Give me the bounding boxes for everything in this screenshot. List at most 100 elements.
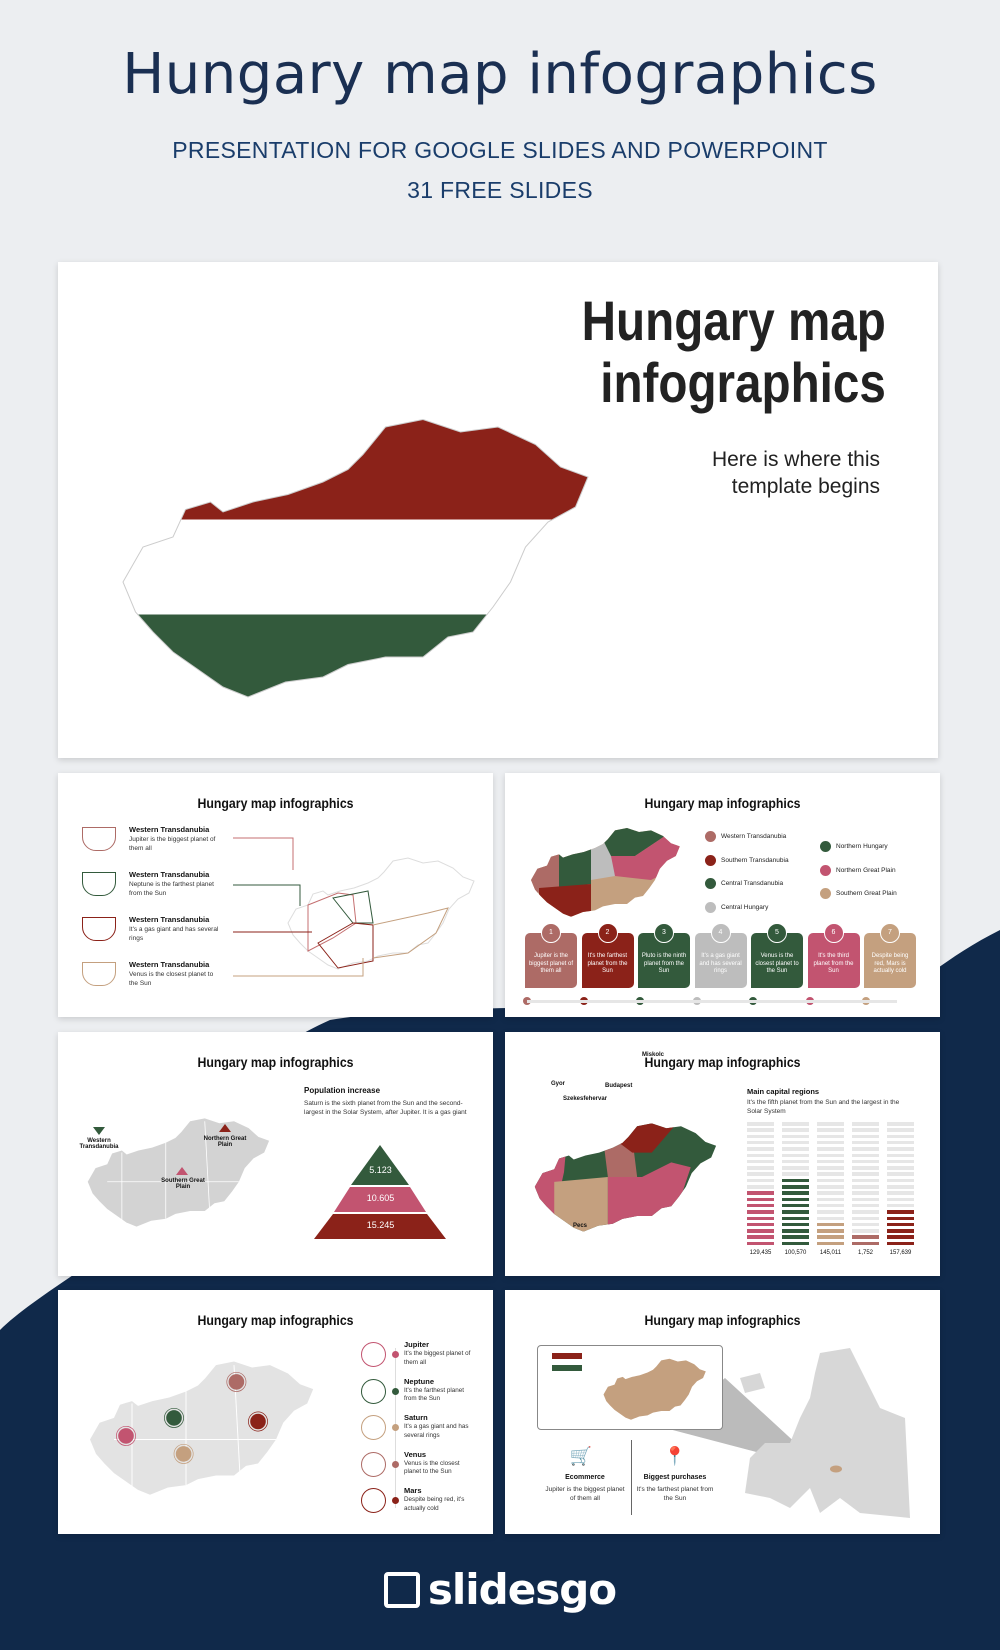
legend-label: Central Hungary: [721, 903, 769, 911]
feature-title: Biggest purchases: [643, 1474, 707, 1481]
arrow-up-icon: [219, 1124, 231, 1132]
bar-segment-filled: [747, 1203, 774, 1208]
arrow-down-icon: [93, 1127, 105, 1135]
divider: [631, 1440, 632, 1515]
bar-value-label: 145,011: [819, 1250, 842, 1256]
item-title: Jupiter: [404, 1340, 430, 1349]
hungary-outline-map: [287, 857, 475, 970]
map-marker: [164, 1407, 184, 1428]
list-dot: [392, 1460, 399, 1468]
landmark-icon: [361, 1378, 386, 1404]
logo-icon: [383, 1572, 420, 1608]
connector-lines: [233, 837, 364, 977]
bar-segment-filled: [782, 1210, 809, 1214]
bar-segment-empty: [817, 1122, 844, 1126]
bar-segment-empty: [747, 1159, 774, 1164]
cover-title-line: Hungary map: [581, 289, 886, 352]
bar-segment-filled: [887, 1241, 914, 1246]
item-title: Western Transdanubia: [129, 870, 210, 879]
bar-segment-empty: [887, 1122, 914, 1126]
bar-segment-filled: [887, 1222, 914, 1227]
bar-segment-filled: [887, 1216, 914, 1220]
logo-text: slidesgo: [427, 1565, 617, 1614]
bar-segment-empty: [852, 1229, 879, 1233]
slide-title: Hungary map infographics: [197, 795, 354, 811]
bar-value-label: 129,435: [749, 1250, 772, 1256]
cover-slide[interactable]: Hungary map infographics Here is where t…: [58, 262, 938, 758]
slide-title: Hungary map infographics: [197, 1054, 354, 1070]
bar-segment-empty: [852, 1185, 879, 1189]
item-text: It's a gas giant and has several rings: [129, 926, 219, 942]
step-card[interactable]: It's the third planet from the Sun: [807, 933, 860, 988]
slide-europe[interactable]: Hungary map infographics 🛒 📍 Ecommerce J…: [505, 1290, 940, 1534]
bar-segment-empty: [817, 1210, 844, 1214]
bar-segment-empty: [782, 1134, 809, 1139]
feature-title: Ecommerce: [565, 1474, 605, 1481]
bar-segment-filled: [887, 1210, 914, 1214]
population-pyramid: [314, 1145, 446, 1239]
cover-subtitle-line: template begins: [731, 475, 880, 498]
segment-bar-chart: 129,435 100,570 145,011 1,752 157,639: [747, 1122, 917, 1262]
item-text: Jupiter is the biggest planet of them al…: [129, 836, 216, 852]
step-number: 7: [880, 923, 900, 943]
slide-population[interactable]: Hungary map infographics Western Transda…: [58, 1032, 493, 1276]
section-heading: Main capital regions: [747, 1087, 820, 1096]
slide-title: Hungary map infographics: [644, 1312, 801, 1328]
bar-segment-empty: [817, 1191, 844, 1195]
step-number: 6: [823, 923, 844, 943]
bar-segment-empty: [747, 1122, 774, 1126]
bar-segment-empty: [782, 1172, 809, 1176]
bar-segment-filled: [817, 1229, 844, 1233]
bar-segment-filled: [782, 1229, 809, 1233]
city-label: Miskolc: [642, 1052, 665, 1058]
bar-segment-empty: [782, 1159, 809, 1164]
bar-segment-filled: [887, 1235, 914, 1239]
slide-landmarks[interactable]: Hungary map infographics Jupiter It's the…: [58, 1290, 493, 1534]
bar-segment-empty: [852, 1203, 879, 1208]
bar-segment-empty: [852, 1210, 879, 1214]
step-number: 1: [541, 923, 561, 943]
cover-subtitle: Here is where this template begins: [712, 446, 880, 500]
bar-segment-filled: [782, 1185, 809, 1189]
bar-segment-empty: [887, 1191, 914, 1195]
card-text: Jupiter is the biggest planet of them al…: [528, 953, 574, 974]
map-marker: [248, 1411, 268, 1432]
card-text: It's the third planet from the Sun: [813, 953, 854, 974]
bar-segment-empty: [852, 1159, 879, 1164]
noodle-bowl-icon: [82, 827, 116, 851]
step-number: 4: [710, 923, 731, 943]
city-label: Szekesfehervar: [563, 1096, 608, 1102]
page-title: Hungary map infographics: [122, 42, 878, 107]
bar-segment-empty: [747, 1178, 774, 1183]
step-number: 2: [597, 923, 618, 943]
bar-segment-empty: [782, 1128, 809, 1132]
bar-segment-empty: [817, 1197, 844, 1202]
item-title: Neptune: [404, 1376, 434, 1386]
pyramid-value: 15.245: [366, 1220, 395, 1230]
step-card[interactable]: It's the farthest planet from the Sun: [581, 933, 634, 988]
slide-capital-regions[interactable]: Hungary map infographics Miskolc Gyor Bu…: [505, 1032, 940, 1276]
city-label: Gyor: [551, 1081, 566, 1087]
list-dot: [392, 1387, 399, 1395]
section-heading: Population increase: [304, 1086, 381, 1095]
bar-segment-empty: [747, 1172, 774, 1176]
bar-segment-empty: [817, 1159, 844, 1164]
arrow-up-icon: [176, 1167, 188, 1175]
bar-segment-empty: [852, 1166, 879, 1170]
item-text: Despite being red, it's actually cold: [404, 1496, 465, 1512]
slidesgo-logo[interactable]: slidesgo: [0, 1565, 1000, 1614]
list-dot: [392, 1424, 399, 1431]
step-card[interactable]: Jupiter is the biggest planet of them al…: [525, 933, 577, 988]
bar-segment-filled: [817, 1222, 844, 1227]
bar-segment-filled: [817, 1241, 844, 1246]
bar-segment-empty: [887, 1159, 914, 1164]
step-number: 3: [654, 923, 674, 943]
map-marker: [226, 1371, 247, 1392]
slide-regions-list[interactable]: Hungary map infographics Western Transda…: [58, 773, 493, 1017]
bar-segment-filled: [747, 1197, 774, 1202]
bar-segment-filled: [852, 1235, 879, 1239]
bar-value-label: 1,752: [857, 1250, 873, 1256]
bar-segment-empty: [747, 1140, 774, 1145]
bar-segment-filled: [747, 1222, 774, 1227]
slide-regions-legend[interactable]: Hungary map infographics Western Transda…: [505, 773, 940, 1017]
